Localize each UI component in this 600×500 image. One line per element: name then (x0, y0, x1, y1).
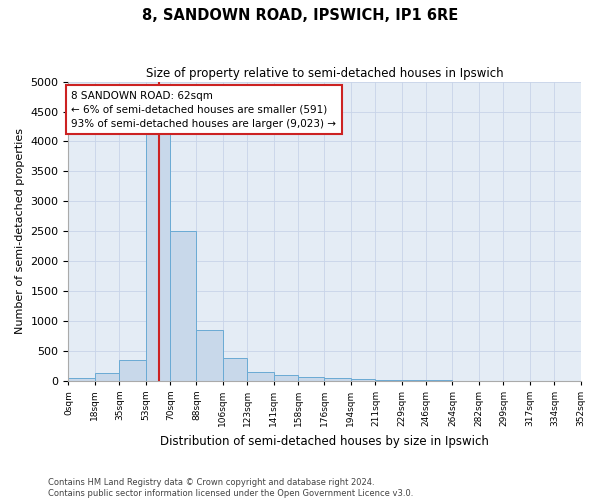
Bar (170, 231, 196, 381)
Bar (95, 373, 119, 381)
Text: 8, SANDOWN ROAD, IPSWICH, IP1 6RE: 8, SANDOWN ROAD, IPSWICH, IP1 6RE (142, 8, 458, 22)
Bar (376, 380, 401, 381)
Bar (68, 378, 95, 381)
Text: Contains HM Land Registry data © Crown copyright and database right 2024.
Contai: Contains HM Land Registry data © Crown c… (48, 478, 413, 498)
Y-axis label: Number of semi-detached properties: Number of semi-detached properties (15, 128, 25, 334)
Bar (146, 130, 170, 381)
Text: 8 SANDOWN ROAD: 62sqm
← 6% of semi-detached houses are smaller (591)
93% of semi: 8 SANDOWN ROAD: 62sqm ← 6% of semi-detac… (71, 90, 337, 128)
Bar (350, 379, 376, 381)
Bar (196, 330, 223, 381)
Bar (325, 378, 350, 381)
Bar (119, 360, 146, 381)
X-axis label: Distribution of semi-detached houses by size in Ipswich: Distribution of semi-detached houses by … (160, 434, 489, 448)
Bar (247, 372, 274, 381)
Bar (298, 377, 325, 381)
Bar (223, 358, 247, 381)
Bar (401, 380, 426, 381)
Bar (274, 375, 298, 381)
Title: Size of property relative to semi-detached houses in Ipswich: Size of property relative to semi-detach… (146, 68, 503, 80)
